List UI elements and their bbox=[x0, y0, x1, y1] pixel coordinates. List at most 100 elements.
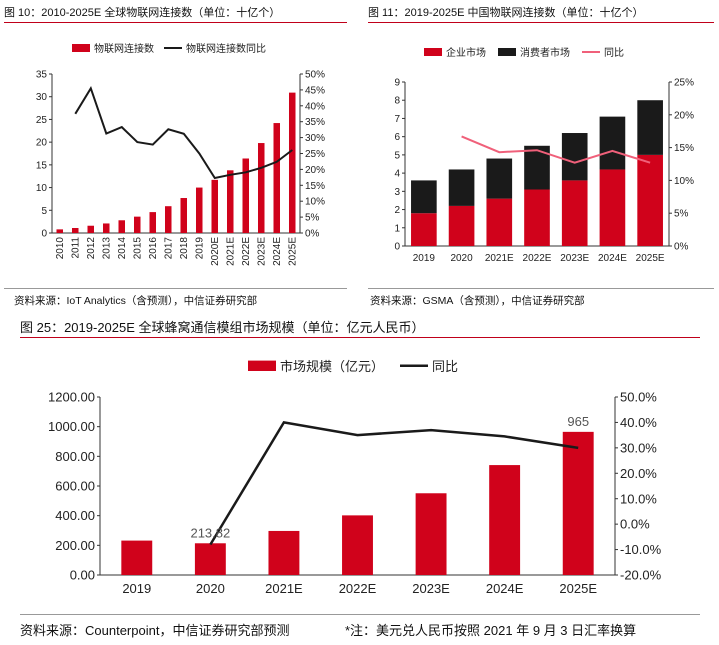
bar-primary bbox=[599, 169, 626, 246]
x-tick-label: 2016 bbox=[148, 237, 159, 260]
y-tick-label-right: 40.0% bbox=[620, 415, 657, 430]
y-tick-label-right: 30% bbox=[305, 133, 325, 144]
bar-primary bbox=[561, 180, 588, 246]
y-tick-label-right: 20% bbox=[674, 110, 694, 121]
x-tick-label: 2019 bbox=[194, 237, 205, 260]
y-tick-label-right: 0% bbox=[305, 229, 320, 240]
y-tick-label-left: 2 bbox=[394, 205, 400, 216]
y-tick-label-left: 5 bbox=[41, 206, 47, 217]
y-tick-label-left: 30 bbox=[36, 92, 48, 103]
bar-primary bbox=[71, 228, 79, 233]
y-tick-label-left: 20 bbox=[36, 138, 48, 149]
y-tick-label-left: 0 bbox=[41, 229, 47, 240]
bar-secondary bbox=[599, 116, 626, 170]
legend-label: 物联网连接数同比 bbox=[186, 42, 266, 55]
figure10-source-rule bbox=[4, 288, 347, 289]
figure25-title-rule bbox=[20, 337, 700, 338]
x-tick-label: 2020 bbox=[450, 253, 473, 264]
x-tick-label: 2011 bbox=[70, 237, 81, 259]
y-tick-label-right: -20.0% bbox=[620, 568, 662, 583]
bar-primary bbox=[195, 187, 203, 233]
x-tick-label: 2022E bbox=[339, 581, 377, 596]
x-tick-label: 2020 bbox=[196, 581, 225, 596]
y-tick-label-right: 30.0% bbox=[620, 440, 657, 455]
y-tick-label-right: 50% bbox=[305, 70, 325, 81]
y-tick-label-left: 1200.00 bbox=[48, 390, 95, 405]
y-tick-label-left: 4 bbox=[394, 169, 400, 180]
x-tick-label: 2013 bbox=[101, 237, 112, 260]
x-tick-label: 2022E bbox=[523, 253, 552, 264]
line-series bbox=[74, 85, 293, 180]
y-tick-label-right: 25% bbox=[674, 78, 694, 89]
bar-primary bbox=[486, 198, 513, 246]
bar-primary bbox=[415, 493, 447, 575]
x-tick-label: 2024E bbox=[598, 253, 627, 264]
x-tick-label: 2025E bbox=[559, 581, 597, 596]
x-tick-label: 2023E bbox=[412, 581, 450, 596]
figure10-chart: 0 5 10 15 20 25 30 35 0% 5% 10% 15% 20% 25% 30% 35% 40% 4… bbox=[36, 42, 325, 266]
y-tick-label-right: 50.0% bbox=[620, 390, 657, 405]
y-tick-label-right: 10.0% bbox=[620, 491, 657, 506]
x-tick-label: 2021E bbox=[485, 253, 514, 264]
bar-primary bbox=[226, 170, 234, 233]
bar-primary bbox=[242, 158, 250, 233]
y-tick-label-left: 7 bbox=[394, 114, 400, 125]
bar-primary bbox=[489, 465, 521, 575]
x-tick-label: 2019 bbox=[413, 253, 436, 264]
y-tick-label-left: 6 bbox=[394, 132, 400, 143]
bar-primary bbox=[288, 92, 296, 233]
y-tick-label-left: 8 bbox=[394, 96, 400, 107]
bar-primary bbox=[118, 220, 126, 233]
x-tick-label: 2025E bbox=[636, 253, 665, 264]
x-tick-label: 2021E bbox=[225, 237, 236, 266]
bar-primary bbox=[524, 189, 550, 246]
bar-primary bbox=[56, 229, 64, 233]
y-tick-label-left: 1 bbox=[394, 223, 400, 234]
bar-primary bbox=[411, 213, 437, 246]
bar-secondary bbox=[411, 180, 437, 214]
y-tick-label-right: 35% bbox=[305, 117, 325, 128]
bar-primary bbox=[211, 179, 219, 233]
bar-secondary bbox=[637, 100, 663, 155]
y-tick-label-right: 10% bbox=[674, 176, 694, 187]
bar-secondary bbox=[561, 133, 588, 181]
bar-primary bbox=[180, 198, 188, 233]
y-tick-label-right: 20.0% bbox=[620, 466, 657, 481]
x-tick-label: 2017 bbox=[163, 237, 174, 260]
x-tick-label: 2024E bbox=[272, 237, 283, 266]
bar-primary bbox=[637, 154, 663, 246]
legend-label: 物联网连接数 bbox=[94, 42, 154, 55]
bar-primary bbox=[133, 216, 141, 233]
legend-label: 市场规模（亿元） bbox=[280, 359, 384, 374]
x-tick-label: 2023E bbox=[560, 253, 589, 264]
figure11-title: 图 11：2019-2025E 中国物联网连接数（单位：十亿个） bbox=[368, 7, 644, 19]
y-tick-label-left: 1000.00 bbox=[48, 419, 95, 434]
data-label: 213.82 bbox=[190, 525, 230, 540]
y-tick-label-right: 0.0% bbox=[620, 517, 650, 532]
y-tick-label-left: 0.00 bbox=[70, 568, 95, 583]
x-tick-label: 2015 bbox=[132, 237, 143, 260]
figure11-source: 资料来源：GSMA（含预测），中信证券研究部 bbox=[370, 295, 585, 307]
y-tick-label-right: 25% bbox=[305, 149, 325, 160]
x-tick-label: 2012 bbox=[86, 237, 97, 260]
legend-swatch-bar bbox=[498, 48, 516, 56]
y-tick-label-left: 400.00 bbox=[55, 508, 95, 523]
x-tick-label: 2024E bbox=[486, 581, 524, 596]
figure25-source-rule bbox=[20, 614, 700, 615]
figure10-title: 图 10：2010-2025E 全球物联网连接数（单位：十亿个） bbox=[4, 7, 281, 19]
y-tick-label-right: 45% bbox=[305, 85, 325, 96]
y-tick-label-right: 40% bbox=[305, 101, 325, 112]
legend-label: 企业市场 bbox=[446, 46, 486, 59]
figure11-source-rule bbox=[368, 288, 714, 289]
y-tick-label-right: 15% bbox=[305, 181, 325, 192]
x-tick-label: 2020E bbox=[210, 237, 221, 266]
line-series bbox=[209, 421, 579, 546]
figure11-chart: 0 1 2 3 4 5 6 7 8 9 0% 5% 10% 15% 20% 25% 2019 2020 2021E 2… bbox=[394, 46, 694, 264]
x-tick-label: 2010 bbox=[55, 237, 66, 260]
bar-primary bbox=[194, 543, 226, 575]
bar-primary bbox=[257, 143, 265, 233]
y-tick-label-left: 5 bbox=[394, 150, 400, 161]
figure11-title-rule bbox=[368, 22, 714, 23]
x-tick-label: 2023E bbox=[256, 237, 267, 266]
y-tick-label-left: 25 bbox=[36, 115, 48, 126]
